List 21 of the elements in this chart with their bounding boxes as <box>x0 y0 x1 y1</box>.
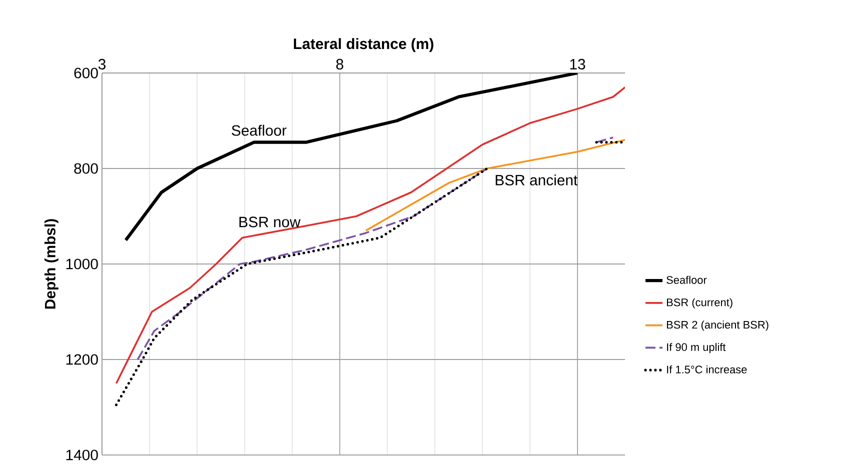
legend-label: BSR 2 (ancient BSR) <box>666 320 768 331</box>
y-tick-label: 600 <box>74 68 98 78</box>
legend-label: If 1.5°C increase <box>667 365 747 374</box>
legend-label: If 90 m uplift <box>667 342 726 354</box>
y-tick-label: 1400 <box>66 450 98 460</box>
x-tick-label: 8 <box>336 58 344 70</box>
x-tick-label: 13 <box>570 58 586 70</box>
x-axis-title: Lateral distance (m) <box>294 38 434 52</box>
annotation: Seafloor <box>232 124 286 136</box>
x-tick-label: 3 <box>98 58 106 70</box>
legend-label: BSR (current) <box>666 298 732 308</box>
legend-label: Seafloor <box>666 276 707 284</box>
y-tick-label: 1000 <box>66 258 98 270</box>
line-series <box>115 86 626 384</box>
annotation: BSR ancient <box>496 174 578 186</box>
y-tick-label: 800 <box>74 163 98 174</box>
y-tick-label: 1200 <box>66 354 98 365</box>
y-axis-title: Depth (mbsl) <box>44 219 58 309</box>
line-series <box>364 138 626 232</box>
line-series <box>124 73 580 242</box>
annotation: BSR now <box>239 216 301 228</box>
